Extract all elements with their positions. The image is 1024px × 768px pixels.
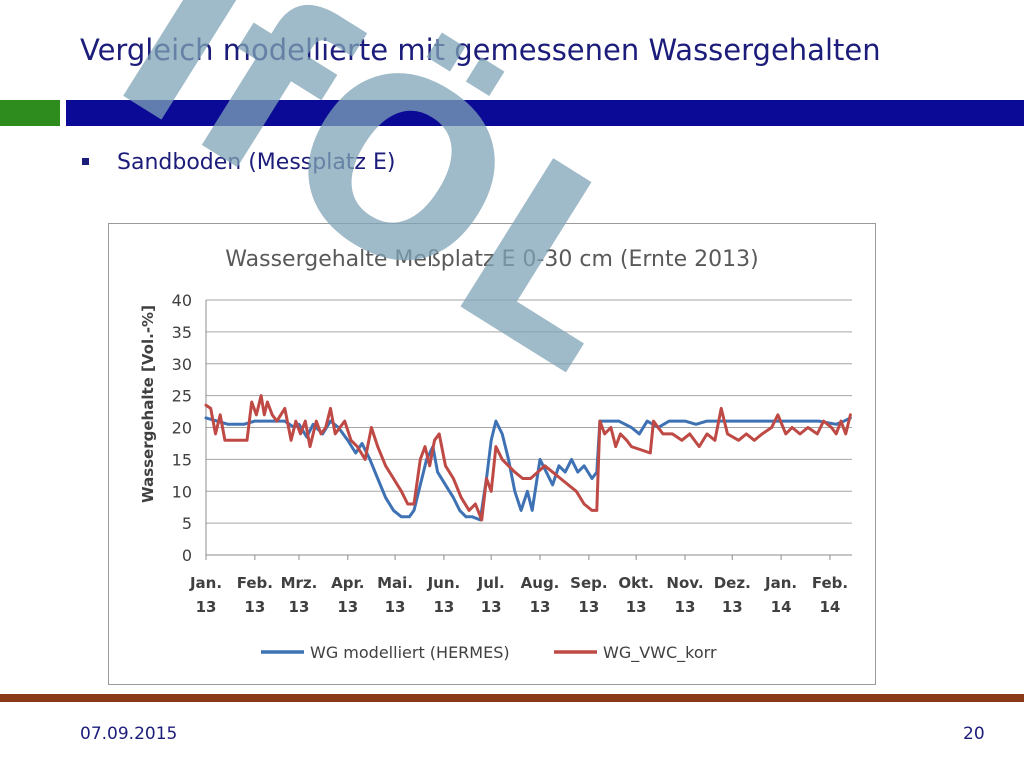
y-tick-label: 5 — [182, 514, 192, 533]
y-axis-label: Wassergehalte [Vol.-%] — [139, 305, 157, 503]
x-tick-label-month: Jan. — [764, 574, 797, 592]
x-tick-label-year: 13 — [530, 598, 551, 616]
y-tick-label: 15 — [172, 450, 192, 469]
water-content-chart: Wassergehalte Meßplatz E 0-30 cm (Ernte … — [139, 247, 852, 663]
legend-label: WG modelliert (HERMES) — [310, 643, 510, 662]
series-line-modelliert — [204, 416, 852, 522]
y-tick-label: 35 — [172, 323, 192, 342]
y-tick-labels: 0 5 10 15 20 25 30 35 40 — [172, 291, 192, 565]
y-tick-label: 30 — [172, 355, 192, 374]
footer-line — [0, 694, 1024, 702]
y-tick-label: 0 — [182, 546, 192, 565]
slide-title: Vergleich modellierte mit gemessenen Was… — [80, 33, 881, 67]
x-tick-label-month: Mai. — [377, 574, 413, 592]
series-line-vwc-korr — [204, 394, 852, 522]
x-tick-label-year: 13 — [289, 598, 310, 616]
chart-frame: Wassergehalte Meßplatz E 0-30 cm (Ernte … — [108, 223, 876, 685]
x-tick-label-month: Jun. — [427, 574, 461, 592]
x-tick-label-month: Dez. — [714, 574, 751, 592]
header-accent-green — [0, 100, 60, 126]
chart-legend: WG modelliert (HERMES) WG_VWC_korr — [261, 643, 717, 663]
x-tick-label-month: Aug. — [521, 574, 560, 592]
x-tick-label-year: 13 — [433, 598, 454, 616]
y-tick-label: 25 — [172, 387, 192, 406]
x-tick-label-year: 14 — [820, 598, 841, 616]
footer-date: 07.09.2015 — [80, 724, 178, 744]
y-tick-label: 40 — [172, 291, 192, 310]
x-tick-label-year: 13 — [578, 598, 599, 616]
x-tick-label-year: 13 — [626, 598, 647, 616]
x-tick-label-year: 13 — [196, 598, 217, 616]
x-tick-label-year: 13 — [244, 598, 265, 616]
x-tick-label-year: 13 — [722, 598, 743, 616]
series-layer — [204, 394, 852, 522]
x-tick-label-month: Sep. — [570, 574, 607, 592]
y-tick-label: 10 — [172, 482, 192, 501]
y-tick-label: 20 — [172, 419, 192, 438]
bullet-square-icon — [82, 158, 89, 165]
x-tick-label-month: Feb. — [237, 574, 273, 592]
chart-title: Wassergehalte Meßplatz E 0-30 cm (Ernte … — [225, 247, 758, 272]
x-tick-label-month: Nov. — [666, 574, 703, 592]
x-tick-label-month: Okt. — [618, 574, 654, 592]
bullet-text: Sandboden (Messplatz E) — [117, 150, 396, 175]
x-tick-label-year: 13 — [481, 598, 502, 616]
x-tick-label-month: Mrz. — [281, 574, 318, 592]
x-tick-label-month: Feb. — [812, 574, 848, 592]
x-tick-label-year: 13 — [337, 598, 358, 616]
x-tick-label-month: Jan. — [189, 574, 222, 592]
x-tick-labels: Jan. 13 Feb. 13 Mrz. 13 Apr. 13 Mai. 13 Jun. 13 Jul.… — [189, 555, 848, 616]
legend-label: WG_VWC_korr — [603, 643, 717, 663]
page-number: 20 — [963, 724, 985, 744]
x-tick-label-year: 14 — [771, 598, 792, 616]
x-tick-label-month: Jul. — [477, 574, 505, 592]
x-tick-label-month: Apr. — [331, 574, 364, 592]
x-tick-label-year: 13 — [675, 598, 696, 616]
x-tick-label-year: 13 — [385, 598, 406, 616]
header-accent-blue — [66, 100, 1024, 126]
